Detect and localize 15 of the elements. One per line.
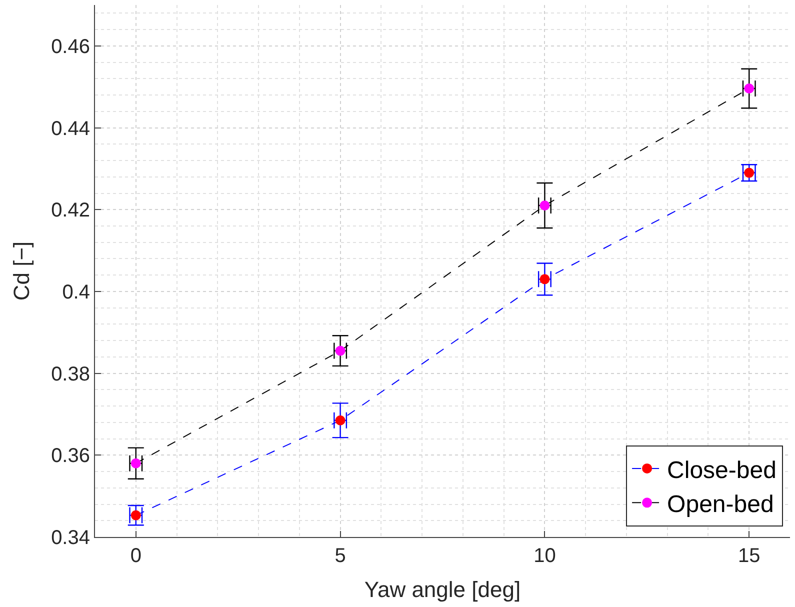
x-tick-label: 15 xyxy=(738,545,760,567)
y-tick-label: 0.44 xyxy=(51,118,90,140)
y-tick-label: 0.34 xyxy=(51,527,90,549)
x-tick-label: 10 xyxy=(534,545,556,567)
y-tick-label: 0.38 xyxy=(51,363,90,386)
y-tick-label: 0.46 xyxy=(51,36,90,58)
y-axis-title: Cd [−] xyxy=(8,241,34,301)
x-tick-label: 5 xyxy=(334,545,346,567)
legend-label: Close-bed xyxy=(667,456,776,484)
y-tick-label: 0.36 xyxy=(51,445,90,468)
legend-label: Open-bed xyxy=(667,491,774,518)
x-tick-label: 0 xyxy=(130,545,142,567)
x-axis-title: Yaw angle [deg] xyxy=(364,576,521,602)
y-tick-label: 0.4 xyxy=(62,281,90,304)
y-tick-label: 0.42 xyxy=(51,200,90,222)
